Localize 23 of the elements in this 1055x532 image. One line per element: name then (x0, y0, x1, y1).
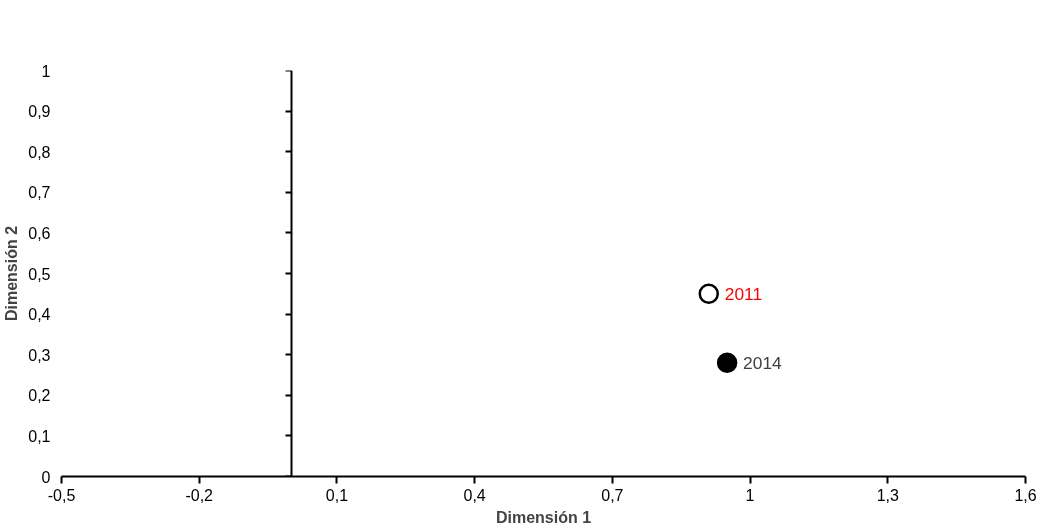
y-tick-label: 0,7 (28, 184, 51, 202)
series-label: 2011 (724, 283, 763, 304)
x-axis-title: Dimensión 1 (495, 508, 592, 526)
y-tick-label: 0,3 (28, 346, 51, 364)
x-tick-label: 0,1 (325, 486, 349, 504)
x-tick-label: -0,5 (47, 486, 76, 504)
x-tick-label: 1 (745, 486, 755, 504)
y-tick-label: 0,5 (28, 265, 51, 283)
x-tick-label: 0,4 (463, 486, 486, 504)
series-label: 2014 (743, 352, 783, 373)
y-tick-label: 0,8 (28, 143, 51, 161)
y-tick-label: 1 (41, 62, 51, 80)
y-axis-title: Dimensión 2 (3, 225, 21, 322)
x-tick-label: 1,6 (1014, 486, 1037, 504)
y-tick-label: 0 (41, 468, 51, 486)
y-tick-label: 0,4 (28, 306, 51, 324)
y-tick-label: 0,6 (28, 224, 51, 242)
y-tick-label: 0,9 (28, 103, 51, 121)
y-tick-label: 0,1 (28, 427, 51, 445)
y-tick-label: 0,2 (28, 387, 51, 405)
x-tick-label: 1,3 (876, 486, 900, 504)
x-tick-label: 0,7 (601, 486, 624, 504)
x-tick-label: -0,2 (185, 486, 214, 504)
